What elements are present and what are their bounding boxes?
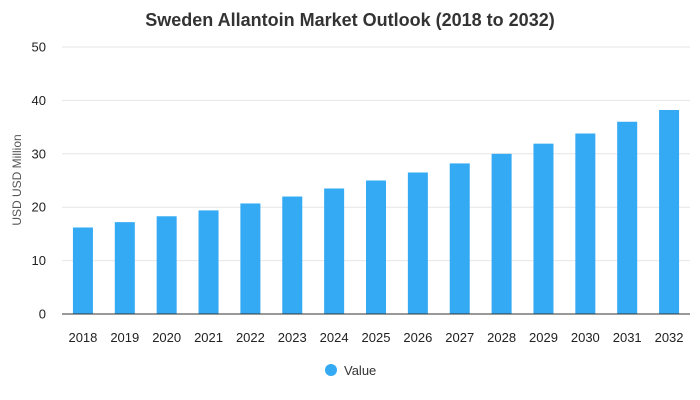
y-tick-label: 0 [39,307,46,322]
y-tick-label: 20 [32,200,46,215]
bar-2030[interactable] [575,133,596,314]
x-tick-label: 2030 [571,330,600,345]
bar-2023[interactable] [282,196,303,314]
bar-2031[interactable] [617,121,638,314]
bar-2027[interactable] [449,163,470,314]
x-tick-label: 2029 [529,330,558,345]
x-tick-label: 2021 [194,330,223,345]
y-axis-label: USD USD Million [10,134,24,225]
bar-2021[interactable] [198,210,219,314]
x-tick-label: 2027 [445,330,474,345]
legend[interactable]: Value [325,363,376,378]
y-tick-label: 50 [32,40,46,55]
bar-2029[interactable] [533,143,554,314]
x-tick-label: 2031 [613,330,642,345]
x-tick-label: 2025 [362,330,391,345]
y-tick-label: 40 [32,93,46,108]
x-tick-label: 2026 [403,330,432,345]
x-tick-label: 2032 [655,330,684,345]
bars [72,110,680,315]
y-axis-ticks: 0 10 20 30 40 50 [32,40,46,322]
bar-2019[interactable] [114,222,135,314]
y-tick-label: 30 [32,146,46,161]
x-axis-ticks: 2018 2019 2020 2021 2022 2023 2024 2025 2026 2027… [68,330,683,345]
x-tick-label: 2018 [68,330,97,345]
bar-2018[interactable] [72,227,93,314]
x-tick-label: 2020 [152,330,181,345]
bar-2024[interactable] [324,188,345,314]
bar-2020[interactable] [156,216,177,314]
bar-2032[interactable] [659,110,680,315]
x-tick-label: 2022 [236,330,265,345]
bar-2028[interactable] [491,153,512,314]
x-tick-label: 2024 [320,330,349,345]
bar-2026[interactable] [407,172,428,314]
x-tick-label: 2019 [110,330,139,345]
y-tick-label: 10 [32,253,46,268]
x-tick-label: 2023 [278,330,307,345]
legend-swatch-value [325,364,337,376]
chart-title: Sweden Allantoin Market Outlook (2018 to… [145,10,554,30]
bar-2022[interactable] [240,203,261,314]
bar-2025[interactable] [366,180,386,315]
legend-label-value: Value [344,363,376,378]
x-tick-label: 2028 [487,330,516,345]
